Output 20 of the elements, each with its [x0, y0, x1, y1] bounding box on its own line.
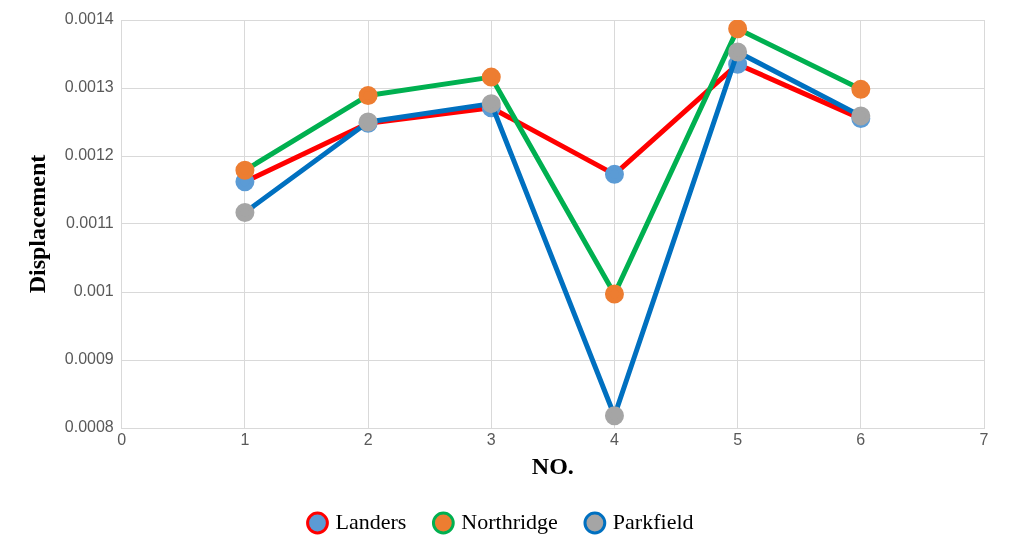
x-axis-title: NO.: [531, 452, 574, 479]
x-tick-label: 7: [979, 431, 989, 449]
x-tick-label: 4: [610, 431, 620, 449]
x-tick-label: 1: [240, 431, 250, 449]
x-tick-label: 0: [117, 431, 127, 449]
y-tick-label: 0.001: [73, 282, 114, 300]
x-tick-label: 6: [856, 431, 866, 449]
legend-label: Parkfield: [612, 508, 694, 534]
y-tick-label: 0.0011: [65, 214, 114, 232]
y-tick-label: 0.0013: [64, 78, 114, 96]
y-tick-label: 0.0012: [64, 146, 114, 164]
x-tick-label: 5: [733, 431, 743, 449]
x-tick-label: 2: [363, 431, 373, 449]
y-tick-label: 0.0014: [64, 10, 114, 28]
y-tick-label: 0.0009: [64, 350, 114, 368]
legend-label: Landers: [335, 508, 407, 534]
y-axis-title: Displacement: [23, 154, 50, 294]
y-tick-label: 0.0008: [64, 418, 114, 436]
x-tick-label: 3: [486, 431, 496, 449]
legend-label: Northridge: [461, 508, 558, 534]
